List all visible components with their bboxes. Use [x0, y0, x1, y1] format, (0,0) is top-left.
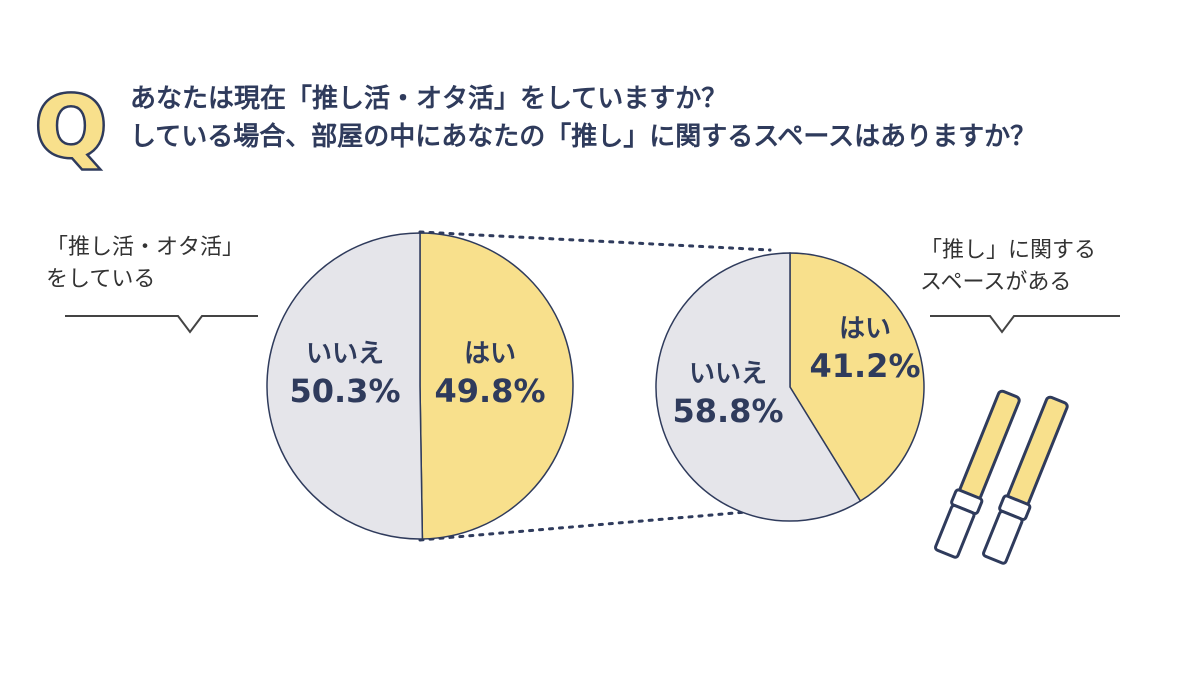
pie-1-slice-no [266, 232, 424, 540]
question-line-1: あなたは現在「推し活・オタ活」をしていますか？ [130, 84, 728, 114]
pie-2-slice-no [655, 252, 862, 522]
pie-1-label-yes: はい [464, 339, 516, 369]
pie-2-value-yes: 41.2% [809, 347, 920, 385]
callout-left-pointer [65, 315, 258, 334]
pie-2-value-no: 58.8% [672, 392, 783, 430]
q-badge-icon: Q [33, 78, 109, 172]
pie-2-label-no: いいえ [689, 359, 767, 389]
callout-right: 「推し」に関する スペースがある [920, 235, 1150, 299]
pie-1-value-no: 50.3% [289, 372, 400, 410]
pie-1-value-yes: 49.8% [434, 372, 545, 410]
connector-bottom [418, 508, 772, 542]
pie-1-label-no: いいえ [306, 339, 384, 369]
pie-1-slice-yes [419, 232, 574, 540]
q-badge-letter: Q [35, 78, 106, 172]
question-line-2: している場合、部屋の中にあなたの「推し」に関するスペースはありますか？ [130, 122, 1037, 152]
callout-right-pointer [930, 315, 1120, 334]
callout-left: 「推し活・オタ活」 をしている [46, 232, 266, 296]
penlight-icon [934, 389, 1069, 565]
callout-right-line-2: スペースがある [920, 270, 1072, 295]
pie-2-label-yes: はい [839, 314, 891, 344]
callout-left-line-1: 「推し活・オタ活」 [46, 235, 245, 260]
pie-2-slice-yes [789, 252, 925, 503]
callout-left-line-2: をしている [46, 267, 156, 292]
callout-right-line-1: 「推し」に関する [920, 238, 1097, 263]
question-text: あなたは現在「推し活・オタ活」をしていますか？ している場合、部屋の中にあなたの… [130, 80, 1036, 156]
connector-top [418, 230, 772, 252]
